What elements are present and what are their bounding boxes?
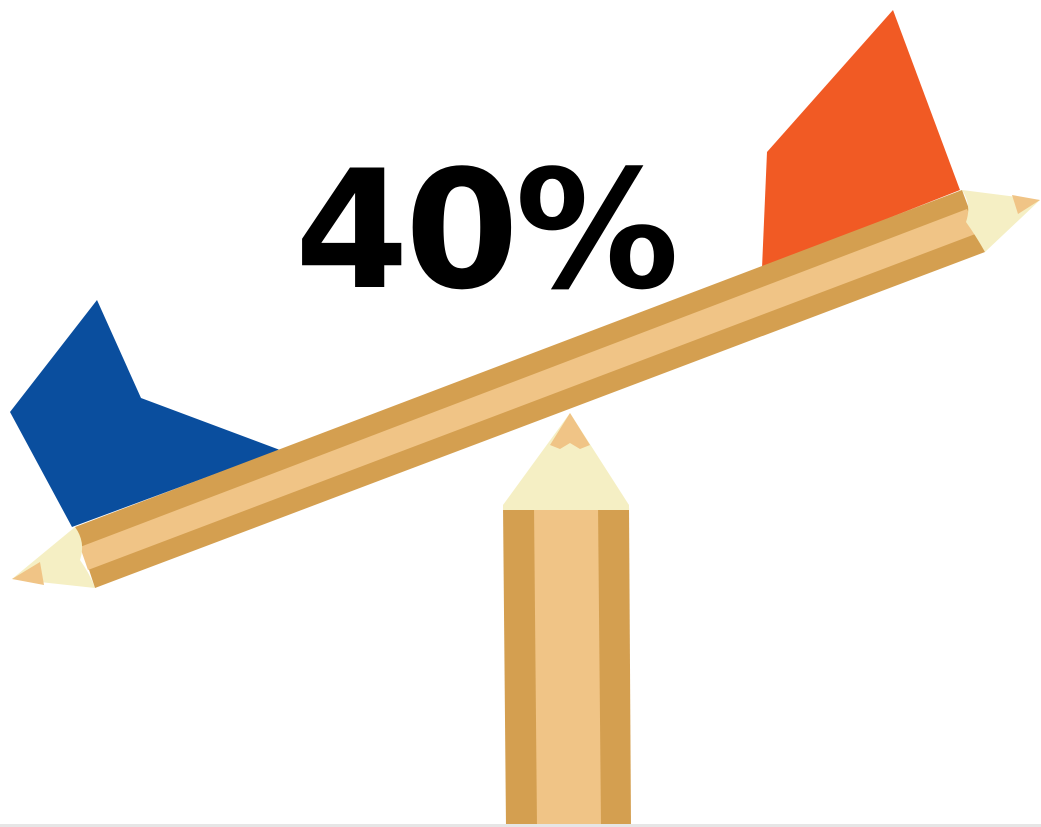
percentage-label: 40% <box>295 135 676 326</box>
bottom-divider <box>0 824 1041 827</box>
orange-block-icon <box>762 10 960 268</box>
blue-block-icon <box>10 300 280 527</box>
pencil-fulcrum-icon <box>503 413 631 827</box>
pencil-beam-icon <box>12 190 1040 588</box>
